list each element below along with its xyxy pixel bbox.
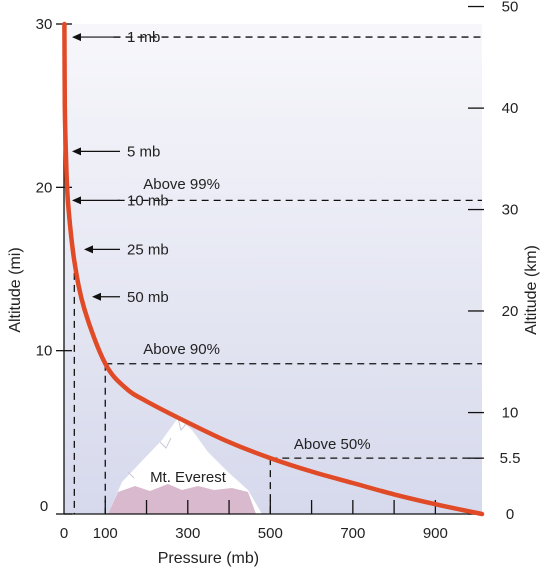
pressure-label: 50 mb xyxy=(127,289,169,306)
plot-background xyxy=(64,24,482,514)
x-tick-label: 300 xyxy=(175,525,200,542)
x-tick-label: 700 xyxy=(340,525,365,542)
y2-tick-label: 20 xyxy=(502,303,519,320)
y-axis-title: Altitude (mi) xyxy=(7,247,24,332)
y-tick-label: 10 xyxy=(36,343,53,360)
y2-axis-title: Altitude (km) xyxy=(523,245,540,335)
y2-tick-label: 5.5 xyxy=(500,450,521,467)
y2-tick-label: 50 xyxy=(502,0,519,16)
arrow-head-icon xyxy=(72,147,81,156)
reference-label: Above 99% xyxy=(143,176,220,193)
arrow-head-icon xyxy=(92,292,101,301)
y-tick-label: 30 xyxy=(36,16,53,33)
y2-tick-label: 0 xyxy=(506,506,514,523)
pressure-altitude-curve xyxy=(62,21,485,517)
pressure-label: 10 mb xyxy=(127,192,169,209)
arrow-head-icon xyxy=(72,33,81,42)
y-tick-label: 20 xyxy=(36,179,53,196)
y-tick-label: 0 xyxy=(40,498,48,515)
reference-label: Above 90% xyxy=(143,341,220,358)
arrow-head-icon xyxy=(84,245,93,254)
y2-tick-label: 30 xyxy=(502,202,519,219)
x-axis-title: Pressure (mb) xyxy=(158,550,259,567)
mountain-group xyxy=(108,417,262,514)
pressure-label: 1 mb xyxy=(127,29,160,46)
mountain-rock-shape xyxy=(108,484,256,514)
mountain-label: Mt. Everest xyxy=(150,469,227,486)
curve-group xyxy=(62,21,485,517)
x-tick-label: 900 xyxy=(423,525,448,542)
arrow-head-icon xyxy=(72,196,81,205)
reference-label: Above 50% xyxy=(294,436,371,453)
pressure-label: 5 mb xyxy=(127,143,160,160)
x-tick-label: 0 xyxy=(60,525,68,542)
pressure-label: 25 mb xyxy=(127,241,169,258)
mountain-detail-lines xyxy=(127,417,187,479)
y2-tick-label: 10 xyxy=(502,405,519,422)
x-tick-label: 100 xyxy=(93,525,118,542)
y2-tick-label: 40 xyxy=(502,100,519,117)
x-tick-label: 500 xyxy=(258,525,283,542)
reference-lines-group xyxy=(73,36,482,514)
